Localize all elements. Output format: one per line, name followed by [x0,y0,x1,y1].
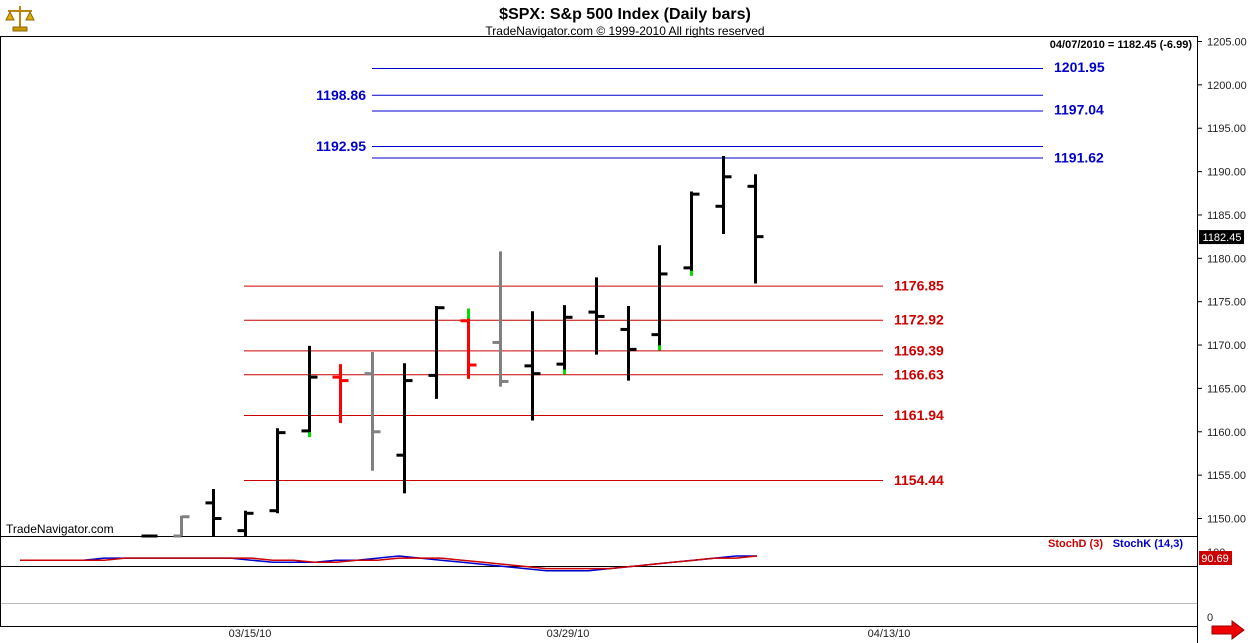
fib-upper-label: 1198.86 [316,87,366,103]
y-tick-label: 1185.00 [1207,210,1246,222]
stoch-panel-frame [0,536,1198,627]
ohlc-bar [205,489,222,536]
x-label-2: 04/13/10 [868,628,911,640]
chart-subtitle: TradeNavigator.com © 1999-2010 All right… [485,24,764,38]
ohlc-bar [588,277,605,355]
ohlc-bar [715,155,732,235]
y-tick-label: 1175.00 [1207,297,1246,309]
ohlc-bar [364,351,381,471]
fib-lower-label: 1176.85 [894,278,944,294]
stoch-d-label: StochD (3) [1048,538,1103,550]
fib-upper-label: 1192.95 [316,138,366,154]
stoch-k-label: StochK (14,3) [1113,538,1184,550]
stoch-value-tag [1199,551,1232,565]
fib-lower-label: 1154.44 [894,472,944,488]
scale-logo-icon [5,3,36,34]
fib-lower-label: 1172.92 [894,312,944,328]
ohlc-bar [332,364,349,424]
ohlc-bar [396,363,413,494]
fib-lower-label: 1166.63 [894,366,944,382]
ohlc-bar [651,245,668,351]
ohlc-bar [620,306,637,381]
chart-title: $SPX: S&p 500 Index (Daily bars) [499,6,751,23]
ohlc-bar [747,174,764,284]
y-tick-label: 1190.00 [1207,167,1246,179]
ohlc-bar [524,311,541,421]
y-tick-label: 1200.00 [1207,80,1247,92]
scroll-right-arrow-icon[interactable] [1211,620,1245,640]
x-label-1: 03/29/10 [547,628,590,640]
fib-upper-label: 1197.04 [1054,102,1104,118]
ohlc-bar [556,305,573,375]
y-tick-label: 1155.00 [1207,470,1246,482]
y-tick-label: 1160.00 [1207,427,1246,439]
ohlc-bar [269,428,286,514]
x-label-0: 03/15/10 [229,628,272,640]
stoch-lines [20,555,758,572]
fib-lower-label: 1161.94 [894,407,944,423]
fib-lower-label: 1169.39 [894,342,944,358]
y-tick-label: 1165.00 [1207,383,1246,395]
ohlc-bar [301,345,318,437]
y-tick-label: 1195.00 [1207,123,1246,135]
ohlc-bar [428,306,445,399]
stoch-d-line [20,555,758,570]
y-tick-label: 1205.00 [1207,37,1247,49]
y-tick-label: 1170.00 [1207,340,1246,352]
fib-upper-label: 1191.62 [1054,150,1104,166]
ohlc-bar [173,515,190,538]
stoch-bottom-tick: 0 [1207,612,1213,624]
y-tick-label: 1180.00 [1207,253,1246,265]
last-quote-label: 04/07/2010 = 1182.45 (-6.99) [1050,39,1193,51]
current-price-tag: 1182.45 [1199,230,1244,245]
stoch-value-label: 90.69 [1201,553,1229,565]
ohlc-bars [141,155,764,538]
ohlc-bar [492,251,509,387]
ohlc-bar [460,308,477,379]
price-axis-ticks: 1150.00 1155.00 1160.00 1165.00 1170.00 1175.… [1197,37,1247,526]
ohlc-bar [237,510,254,536]
x-axis-labels: 03/15/10 03/29/10 04/13/10 [229,628,911,640]
watermark-text: TradeNavigator.com [6,522,114,536]
fib-upper-label: 1201.95 [1054,59,1105,75]
y-tick-label: 1150.00 [1207,514,1246,526]
current-price-label: 1182.45 [1203,232,1242,244]
ohlc-bar [683,191,700,276]
